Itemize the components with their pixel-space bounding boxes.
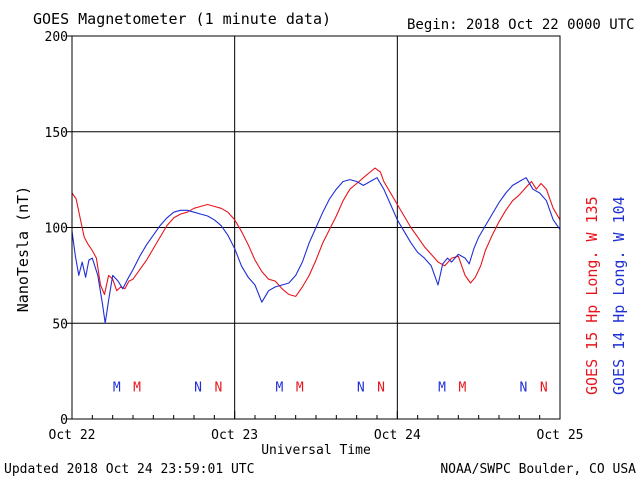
x-tick-label: Oct 23 xyxy=(211,428,258,443)
data-series xyxy=(71,167,561,324)
y-tick-label: 0 xyxy=(60,413,68,428)
event-marker-m: M xyxy=(133,380,141,395)
event-marker-m: M xyxy=(275,380,283,395)
legend-goes14: GOES 14 Hp Long. W 104 xyxy=(610,196,628,395)
grid-lines xyxy=(66,35,561,420)
updated-timestamp: Updated 2018 Oct 24 23:59:01 UTC xyxy=(4,462,254,477)
x-tick-labels: Oct 22 Oct 23 Oct 24 Oct 25 xyxy=(49,428,584,443)
y-axis-label: NanoTesla (nT) xyxy=(14,186,32,312)
y-tick-label: 100 xyxy=(45,222,68,237)
plot-frame xyxy=(71,35,561,420)
event-marker-m: M xyxy=(113,380,121,395)
event-marker-n: N xyxy=(377,380,385,395)
x-tick-label: Oct 24 xyxy=(374,428,421,443)
y-tick-label: 50 xyxy=(52,317,68,332)
event-marker-n: N xyxy=(357,380,365,395)
event-marker-m: M xyxy=(458,380,466,395)
x-tick-label: Oct 22 xyxy=(49,428,96,443)
legend-goes15: GOES 15 Hp Long. W 135 xyxy=(583,196,601,395)
event-marker-n: N xyxy=(519,380,527,395)
series-line-goes14 xyxy=(71,177,561,324)
y-tick-label: 200 xyxy=(45,30,68,45)
event-marker-n: N xyxy=(214,380,222,395)
begin-date: Begin: 2018 Oct 22 0000 UTC xyxy=(407,17,635,33)
event-marker-n: N xyxy=(540,380,548,395)
event-marker-m: M xyxy=(438,380,446,395)
y-tick-label: 150 xyxy=(45,126,68,141)
x-tick-label: Oct 25 xyxy=(537,428,584,443)
y-tick-labels: 0 50 100 150 200 xyxy=(45,30,68,428)
event-marker-m: M xyxy=(296,380,304,395)
series-line-goes15 xyxy=(71,167,561,297)
event-marker-n: N xyxy=(194,380,202,395)
x-axis-label: Universal Time xyxy=(261,443,371,458)
source-credit: NOAA/SWPC Boulder, CO USA xyxy=(440,462,636,477)
chart-title: GOES Magnetometer (1 minute data) xyxy=(33,10,331,28)
